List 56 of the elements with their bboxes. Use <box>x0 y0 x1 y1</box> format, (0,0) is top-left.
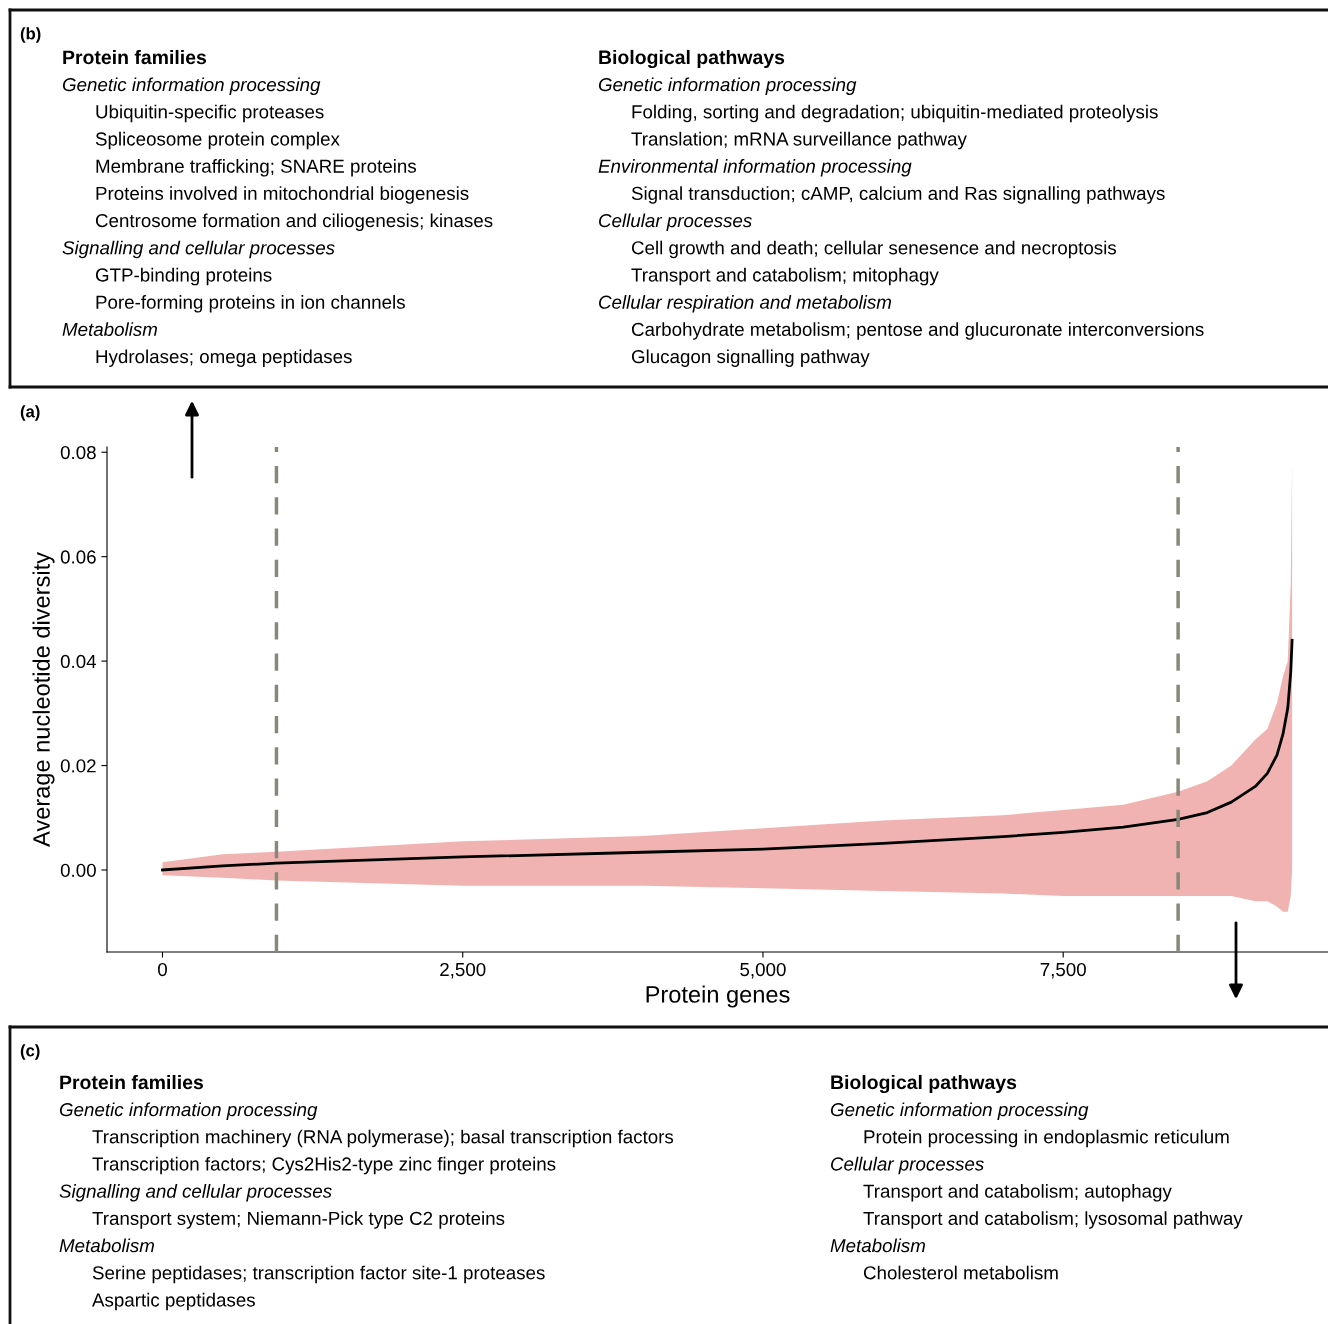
text: Spliceosome protein complex <box>95 131 340 150</box>
text: Transport and catabolism; lysosomal pathway <box>863 1211 1243 1229</box>
y-tick-label: 0.00 <box>60 863 96 877</box>
y-tick-label: 0.06 <box>60 550 96 564</box>
text: Transcription factors; Cys2His2-type zinc finger proteins <box>92 1156 556 1175</box>
text: Centrosome formation and ciliogenesis; kinases <box>95 213 493 231</box>
text: Genetic information processing <box>59 1102 318 1120</box>
text: Transcription machinery (RNA polymerase); basal transcription factors <box>92 1129 674 1148</box>
x-axis-title: Protein genes <box>646 985 790 1008</box>
text: Carbohydrate metabolism; pentose and glucuronate interconversions <box>631 322 1204 340</box>
text: Signalling and cellular processes <box>62 240 335 259</box>
text: Cellular processes <box>831 1156 984 1175</box>
text: Signalling and cellular processes <box>59 1184 332 1202</box>
text: Pore-forming proteins in ion channels <box>96 295 405 313</box>
text: Metabolism <box>59 1238 154 1253</box>
text: Translation; mRNA surveillance pathway <box>631 131 967 150</box>
text: Cellular respiration and metabolism <box>599 295 892 313</box>
text: Proteins involved in mitochondrial biogenesis <box>96 186 469 204</box>
chart-title: (a) <box>20 405 40 421</box>
x-tick-label: 7,500 <box>1040 962 1086 979</box>
text: GTP-binding proteins <box>95 267 272 286</box>
text: Cell growth and death; cellular senesence and necroptosis <box>631 240 1117 259</box>
text: Glucagon signalling pathway <box>631 349 870 367</box>
text: Protein families <box>63 49 206 65</box>
text: Aspartic peptidases <box>92 1292 255 1311</box>
y-axis-title: Average nucleotide diversity <box>32 552 55 847</box>
text: Signal transduction; cAMP, calcium and Ras signalling pathways <box>631 186 1165 204</box>
text: Protein families <box>60 1074 203 1090</box>
text: Biological pathways <box>599 49 785 69</box>
text: Cellular processes <box>599 213 752 231</box>
y-tick-label: 0.02 <box>60 759 96 773</box>
text: Transport and catabolism; autophagy <box>863 1184 1172 1202</box>
text: Hydrolases; omega peptidases <box>96 349 352 367</box>
y-tick-label: 0.04 <box>60 654 97 669</box>
text: Metabolism <box>830 1238 925 1253</box>
text: Folding, sorting and degradation; ubiquitin-mediated proteolysis <box>632 104 1158 123</box>
text: Genetic information processing <box>62 77 321 95</box>
x-tick-label: 5,000 <box>740 962 786 979</box>
text: Transport and catabolism; mitophagy <box>631 267 939 286</box>
text: Metabolism <box>62 322 157 337</box>
x-tick-label: 2,500 <box>440 962 486 979</box>
text: Serine peptidases; transcription factor site-1 proteases <box>92 1265 545 1284</box>
y-tick-label: 0.08 <box>60 445 96 460</box>
text: Ubiquitin-specific proteases <box>96 104 324 123</box>
x-tick-label: 0 <box>158 962 167 977</box>
text: (b) <box>20 27 41 43</box>
text: Transport system; Niemann-Pick type C2 proteins <box>92 1211 505 1229</box>
text: Biological pathways <box>831 1074 1017 1094</box>
text: Genetic information processing <box>598 77 857 95</box>
text: Genetic information processing <box>830 1102 1089 1120</box>
text: Membrane trafficking; SNARE proteins <box>96 159 416 177</box>
text: Cholesterol metabolism <box>863 1265 1058 1280</box>
text: Environmental information processing <box>598 159 912 177</box>
text: (c) <box>20 1044 40 1060</box>
text: Protein processing in endoplasmic reticulum <box>864 1129 1229 1148</box>
line-series <box>161 638 1294 872</box>
